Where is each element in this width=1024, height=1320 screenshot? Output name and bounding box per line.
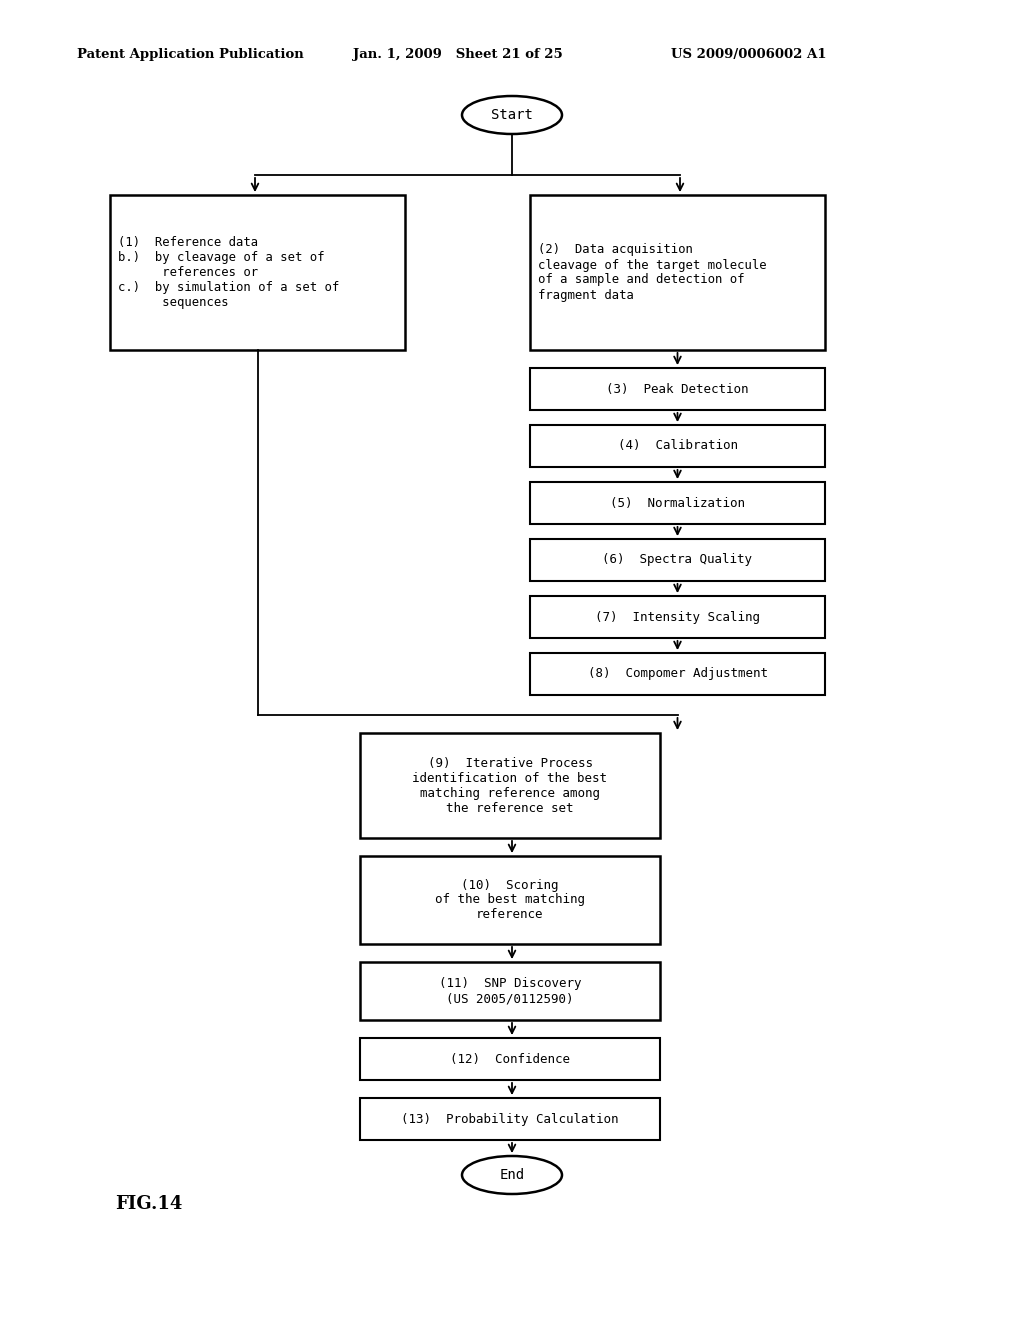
Text: (8)  Compomer Adjustment: (8) Compomer Adjustment [588,668,768,681]
Text: (4)  Calibration: (4) Calibration [617,440,737,453]
Text: (10)  Scoring
of the best matching
reference: (10) Scoring of the best matching refere… [435,879,585,921]
Text: (7)  Intensity Scaling: (7) Intensity Scaling [595,610,760,623]
Text: (9)  Iterative Process
identification of the best
matching reference among
the r: (9) Iterative Process identification of … [413,756,607,814]
Bar [110,195,406,350]
Bar [360,1038,660,1080]
Bar [360,733,660,838]
Text: (2)  Data acquisition
cleavage of the target molecule
of a sample and detection : (2) Data acquisition cleavage of the tar… [538,243,767,301]
Text: (3)  Peak Detection: (3) Peak Detection [606,383,749,396]
Text: Start: Start [492,108,532,121]
Text: (1)  Reference data
b.)  by cleavage of a set of
      references or
c.)  by sim: (1) Reference data b.) by cleavage of a … [118,236,339,309]
Bar [530,539,825,581]
Text: US 2009/0006002 A1: US 2009/0006002 A1 [671,48,826,61]
Text: (6)  Spectra Quality: (6) Spectra Quality [602,553,753,566]
Text: (13)  Probability Calculation: (13) Probability Calculation [401,1113,618,1126]
Bar [360,855,660,944]
Bar [360,962,660,1020]
Bar [530,653,825,696]
Text: (5)  Normalization: (5) Normalization [610,496,745,510]
Bar [530,368,825,411]
Bar [530,425,825,467]
Bar [530,195,825,350]
Bar [530,482,825,524]
Text: End: End [500,1168,524,1181]
Text: Jan. 1, 2009   Sheet 21 of 25: Jan. 1, 2009 Sheet 21 of 25 [353,48,563,61]
Text: (12)  Confidence: (12) Confidence [450,1052,570,1065]
Text: FIG.14: FIG.14 [115,1195,182,1213]
Bar [530,597,825,638]
Text: Patent Application Publication: Patent Application Publication [77,48,303,61]
Bar [360,1098,660,1140]
Text: (11)  SNP Discovery
(US 2005/0112590): (11) SNP Discovery (US 2005/0112590) [438,977,582,1005]
